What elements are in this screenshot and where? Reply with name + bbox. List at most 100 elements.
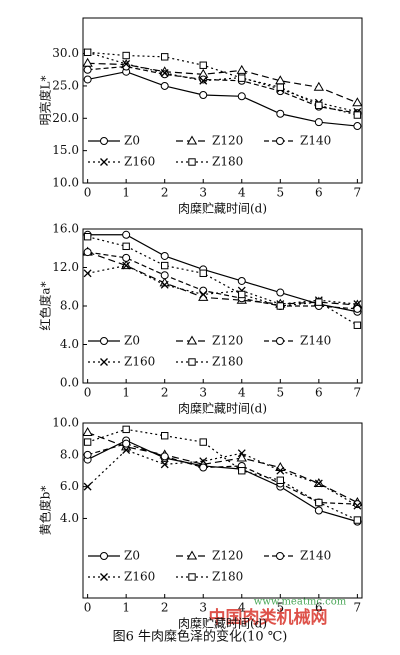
x-tick-label: 1 <box>122 186 130 200</box>
y-tick-label: 4.0 <box>60 337 79 351</box>
marker-shape <box>199 75 208 84</box>
marker-shape <box>353 516 362 524</box>
marker-shape <box>160 460 169 469</box>
marker-shape <box>315 298 323 306</box>
marker-shape <box>353 122 362 131</box>
marker-shape <box>83 450 92 459</box>
legend-label: Z0 <box>124 334 140 348</box>
marker-shape <box>276 109 285 118</box>
x-tick-label: 3 <box>199 186 207 200</box>
marker <box>199 269 207 277</box>
series-line <box>87 251 358 310</box>
x-tick-label: 1 <box>122 386 130 400</box>
marker <box>353 304 362 313</box>
marker-shape <box>276 552 284 560</box>
marker <box>353 300 362 309</box>
marker <box>199 76 208 85</box>
marker <box>315 298 323 306</box>
plot-frame <box>82 422 363 599</box>
marker-shape <box>199 463 208 472</box>
marker <box>83 233 92 241</box>
x-tick-label: 6 <box>315 601 323 615</box>
marker-shape <box>315 101 323 110</box>
x-tick-label: 5 <box>276 601 284 615</box>
marker <box>236 452 247 462</box>
x-tick-label: 6 <box>315 186 323 200</box>
legend-label: Z180 <box>212 570 243 584</box>
marker <box>353 111 362 119</box>
marker-shape <box>237 449 246 458</box>
marker <box>199 286 208 295</box>
x-tick-label: 5 <box>276 186 284 200</box>
marker <box>83 482 92 491</box>
marker <box>83 248 92 257</box>
marker-shape <box>352 97 363 107</box>
marker-shape <box>122 230 131 239</box>
marker-shape <box>160 251 169 260</box>
marker <box>238 290 246 299</box>
marker-shape <box>276 302 285 310</box>
x-tick-label: 6 <box>315 386 323 400</box>
marker <box>236 64 247 74</box>
marker-shape <box>276 466 285 475</box>
marker-shape <box>83 75 92 84</box>
series-line <box>87 51 358 113</box>
legend-label: Z140 <box>300 549 331 563</box>
legend-marker <box>100 137 108 145</box>
marker-shape <box>237 276 246 285</box>
marker-shape <box>236 452 247 462</box>
marker <box>315 498 323 507</box>
legend-marker <box>186 335 198 345</box>
y-axis-label: 明亮度L* <box>38 76 53 126</box>
marker-shape <box>199 61 207 69</box>
marker <box>276 466 285 475</box>
x-tick-label: 7 <box>354 386 362 400</box>
marker <box>160 280 169 289</box>
marker-shape <box>160 280 169 289</box>
marker-shape <box>238 467 246 475</box>
marker <box>83 269 92 278</box>
marker <box>122 59 131 68</box>
marker-shape <box>160 81 169 90</box>
marker-shape <box>83 438 92 446</box>
legend-marker <box>100 337 108 345</box>
marker <box>276 109 285 118</box>
marker-shape <box>276 83 285 91</box>
x-tick-label: 7 <box>354 601 362 615</box>
marker <box>199 75 208 84</box>
marker <box>160 452 169 461</box>
marker-shape <box>122 439 131 448</box>
series-line <box>87 264 358 305</box>
marker-shape <box>122 51 130 60</box>
marker-shape <box>122 261 131 270</box>
x-tick-label: 5 <box>276 386 284 400</box>
legend-label: Z0 <box>124 549 140 563</box>
x-tick-label: 2 <box>161 601 169 615</box>
marker-shape <box>199 290 208 299</box>
marker-shape <box>100 552 108 560</box>
marker-shape <box>83 482 92 491</box>
marker-shape <box>100 337 108 345</box>
x-tick-label: 0 <box>84 601 92 615</box>
marker-shape <box>160 53 169 61</box>
legend-label: Z160 <box>124 355 155 369</box>
marker-shape <box>353 304 362 313</box>
marker <box>276 302 285 310</box>
x-tick-label: 0 <box>84 186 92 200</box>
marker-shape <box>122 242 130 251</box>
x-tick-label: 4 <box>238 601 246 615</box>
y-tick-label: 8.0 <box>60 299 79 313</box>
series-line <box>87 431 358 504</box>
legend-marker <box>276 137 284 145</box>
y-tick-label: 25.0 <box>52 78 79 92</box>
marker <box>83 65 92 74</box>
marker <box>353 516 362 524</box>
marker-shape <box>122 253 131 262</box>
marker <box>199 463 208 472</box>
legend-marker <box>100 358 108 366</box>
marker-shape <box>199 76 208 85</box>
marker-shape <box>199 91 208 99</box>
legend-marker <box>276 552 284 560</box>
marker-shape <box>313 81 325 91</box>
y-tick-label: 10.0 <box>52 176 79 190</box>
